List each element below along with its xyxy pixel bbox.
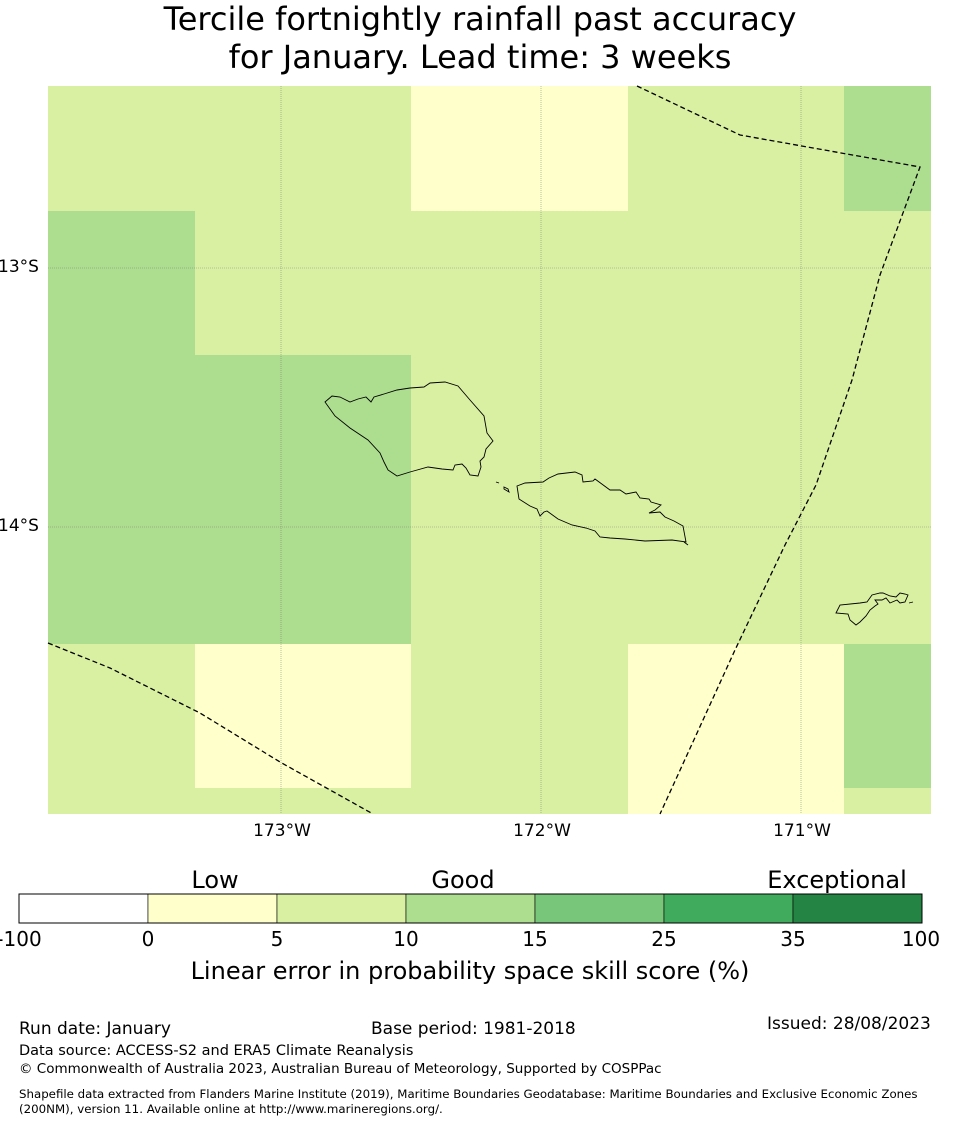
aunuu-islet <box>908 601 914 604</box>
grid-cell-good <box>195 355 411 644</box>
grid-cell-good <box>844 644 931 788</box>
colorbar-title: Linear error in probability space skill … <box>190 957 750 985</box>
map-title: Tercile fortnightly rainfall past accura… <box>0 0 960 76</box>
manono-islet <box>503 486 510 494</box>
category-label-low: Low <box>191 866 239 894</box>
grid-cell-good <box>844 86 931 211</box>
skill-grid <box>48 86 931 814</box>
upolu-island <box>516 471 687 543</box>
colorbar-tick-label: 25 <box>651 927 677 951</box>
lon-label-172w: 172°W <box>513 821 571 841</box>
colorbar <box>18 893 923 924</box>
grid-cell-low <box>628 644 844 814</box>
colorbar-segment <box>18 893 149 924</box>
grid-cell-low <box>195 644 411 788</box>
upolu-tip <box>683 541 689 546</box>
colorbar-segment <box>405 893 536 924</box>
colorbar-tick-label: -100 <box>0 927 42 951</box>
issued-date: Issued: 28/08/2023 <box>767 1014 931 1034</box>
colorbar-tick-label: 10 <box>393 927 419 951</box>
map-title-line-2: for January. Lead time: 3 weeks <box>228 38 732 76</box>
colorbar-tick-label: 35 <box>780 927 806 951</box>
colorbar-segment <box>792 893 923 924</box>
eez-boundary <box>47 642 374 815</box>
tutuila-island <box>835 592 909 626</box>
copyright-notice: © Commonwealth of Australia 2023, Austra… <box>19 1061 662 1077</box>
category-label-exceptional: Exceptional <box>767 866 907 894</box>
colorbar-segment <box>276 893 407 924</box>
colorbar-tick-label: 5 <box>270 927 284 951</box>
coastlines <box>324 381 914 626</box>
apolima-islet <box>495 481 500 484</box>
shapefile-credit-line-2: (200NM), version 11. Available online at… <box>19 1102 443 1116</box>
colorbar-tick-label: 15 <box>522 927 548 951</box>
lon-label-171w: 171°W <box>773 821 831 841</box>
run-date: Run date: January <box>19 1019 171 1039</box>
grid-cell-good <box>48 211 195 644</box>
data-source: Data source: ACCESS-S2 and ERA5 Climate … <box>19 1043 414 1059</box>
graticule <box>48 86 931 814</box>
category-label-good: Good <box>431 866 495 894</box>
colorbar-segment <box>663 893 794 924</box>
eez-boundary <box>636 85 921 815</box>
maritime-boundaries <box>47 85 921 815</box>
lon-label-173w: 173°W <box>253 821 311 841</box>
colorbar-segment <box>534 893 665 924</box>
lat-label-13s: 13°S <box>0 257 39 277</box>
colorbar-tick-label: 100 <box>901 927 941 951</box>
savaii-island <box>324 381 494 477</box>
lat-label-14s: 14°S <box>0 516 39 536</box>
colorbar-tick-label: 0 <box>141 927 155 951</box>
base-period: Base period: 1981-2018 <box>371 1019 576 1039</box>
map-title-line-1: Tercile fortnightly rainfall past accura… <box>163 0 797 38</box>
map-figure <box>47 85 931 815</box>
colorbar-frame <box>18 893 923 924</box>
shapefile-credit-line-1: Shapefile data extracted from Flanders M… <box>19 1087 918 1101</box>
colorbar-segment <box>147 893 278 924</box>
grid-cell-low <box>411 86 628 211</box>
